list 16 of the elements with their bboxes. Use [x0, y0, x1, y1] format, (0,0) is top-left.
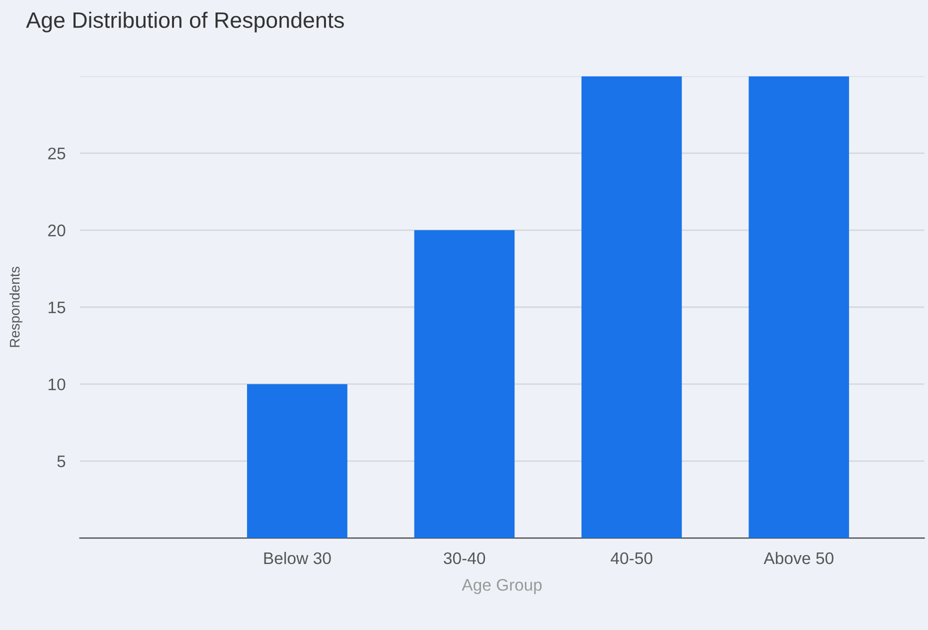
- x-axis-title: Age Group: [462, 578, 542, 594]
- bar: [748, 76, 850, 538]
- bar: [581, 76, 682, 538]
- y-tick-label: 25: [48, 148, 66, 160]
- bar: [247, 384, 348, 538]
- y-tick-label: 15: [48, 302, 66, 314]
- y-tick-label: 20: [48, 224, 66, 236]
- x-tick-label: Above 50: [764, 552, 834, 564]
- y-tick-label: 5: [57, 456, 66, 468]
- x-tick-label: 30-40: [444, 552, 486, 564]
- y-tick-label: 10: [48, 378, 66, 390]
- bar: [414, 230, 515, 538]
- y-axis-title: Respondents: [9, 266, 22, 347]
- chart-title: Age Distribution of Respondents: [26, 12, 344, 32]
- x-tick-label: Below 30: [264, 552, 331, 564]
- x-tick-label: 40-50: [610, 552, 652, 564]
